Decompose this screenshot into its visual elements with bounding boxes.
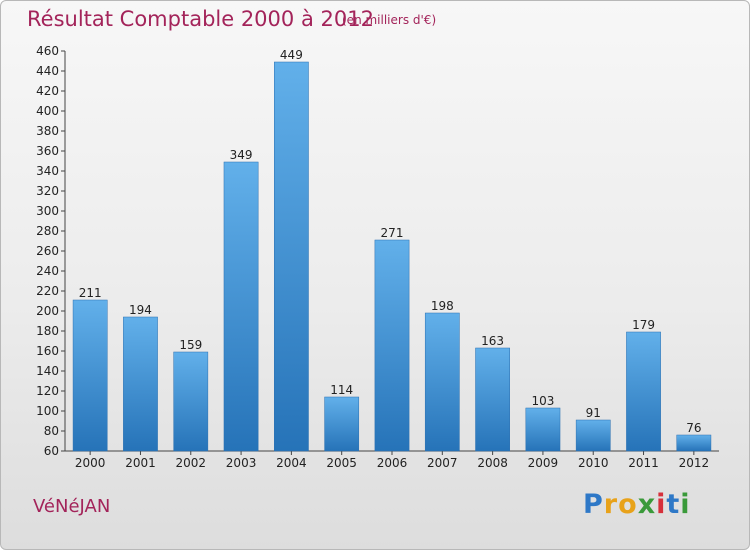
y-tick-label: 60 xyxy=(44,444,59,458)
value-label-2011: 179 xyxy=(632,318,655,332)
value-label-2003: 349 xyxy=(230,148,253,162)
value-label-2007: 198 xyxy=(431,299,454,313)
chart-title: Résultat Comptable 2000 à 2012 xyxy=(27,7,374,31)
bar-2001 xyxy=(123,316,158,452)
y-tick-label: 80 xyxy=(44,424,59,438)
value-label-2002: 159 xyxy=(179,338,202,352)
value-label-2006: 271 xyxy=(381,226,404,240)
bar-2010 xyxy=(575,419,611,452)
y-tick-label: 340 xyxy=(36,164,59,178)
x-tick-label-2009: 2009 xyxy=(528,456,559,470)
value-label-2000: 211 xyxy=(79,286,102,300)
x-tick-label-2012: 2012 xyxy=(679,456,710,470)
value-label-2010: 91 xyxy=(586,406,601,420)
y-tick-label: 440 xyxy=(36,64,59,78)
x-tick-label-2010: 2010 xyxy=(578,456,609,470)
bar-2004 xyxy=(274,61,309,452)
x-tick-label-2006: 2006 xyxy=(377,456,408,470)
bar-value-labels: 211 194 159 349 449 114 271 198 163 103 91 179 76 xyxy=(79,48,702,435)
x-tick-label-2002: 2002 xyxy=(175,456,206,470)
brand-letter: r xyxy=(603,489,619,520)
value-label-2009: 103 xyxy=(531,394,554,408)
y-tick-label: 240 xyxy=(36,264,59,278)
x-tick-label-2003: 2003 xyxy=(226,456,257,470)
x-axis: 2000 2001 2002 2003 2004 2005 2006 2007 2008 2009… xyxy=(65,450,719,470)
brand-letter: i xyxy=(656,489,667,520)
x-tick-label-2011: 2011 xyxy=(628,456,659,470)
bar-2011 xyxy=(626,331,661,452)
brand-letter: i xyxy=(680,489,691,520)
y-tick-label: 160 xyxy=(36,344,59,358)
bar-2009 xyxy=(525,407,561,452)
brand-letter: t xyxy=(666,489,681,520)
y-tick-label: 140 xyxy=(36,364,59,378)
y-tick-label: 300 xyxy=(36,204,59,218)
value-label-2001: 194 xyxy=(129,303,152,317)
y-tick-label: 400 xyxy=(36,104,59,118)
y-tick-label: 280 xyxy=(36,224,59,238)
value-label-2012: 76 xyxy=(686,421,701,435)
value-label-2005: 114 xyxy=(330,383,353,397)
bar-2006 xyxy=(374,239,410,452)
bar-2012 xyxy=(676,434,712,452)
value-label-2008: 163 xyxy=(481,334,504,348)
bar-2007 xyxy=(424,312,460,452)
y-tick-label: 200 xyxy=(36,304,59,318)
x-tick-label-2000: 2000 xyxy=(75,456,106,470)
bars xyxy=(72,61,712,452)
bar-2002 xyxy=(173,351,209,452)
y-tick-label: 320 xyxy=(36,184,59,198)
bar-2008 xyxy=(475,347,510,452)
commune-name: VéNéJAN xyxy=(33,496,111,517)
y-tick-label: 220 xyxy=(36,284,59,298)
brand-letter: o xyxy=(618,489,638,520)
brand-letter: x xyxy=(637,489,657,520)
y-tick-label: 360 xyxy=(36,144,59,158)
x-tick-label-2004: 2004 xyxy=(276,456,307,470)
y-axis: 60 80 100 120 140 160 180 200 220 240 260 280 300 320… xyxy=(36,44,66,458)
y-tick-label: 120 xyxy=(36,384,59,398)
brand-logo: Proxiti xyxy=(583,489,691,520)
x-tick-label-2008: 2008 xyxy=(477,456,508,470)
y-tick-label: 460 xyxy=(36,44,59,58)
y-tick-label: 420 xyxy=(36,84,59,98)
bar-2005 xyxy=(324,396,360,452)
bar-2000 xyxy=(72,299,108,452)
value-label-2004: 449 xyxy=(280,48,303,62)
x-tick-label-2005: 2005 xyxy=(326,456,357,470)
bar-2003 xyxy=(223,161,259,452)
x-tick-label-2007: 2007 xyxy=(427,456,458,470)
x-tick-label-2001: 2001 xyxy=(125,456,156,470)
y-tick-label: 180 xyxy=(36,324,59,338)
chart-subtitle: (en milliers d'€) xyxy=(342,13,437,27)
brand-letter: P xyxy=(583,489,604,520)
y-tick-label: 100 xyxy=(36,404,59,418)
y-tick-label: 380 xyxy=(36,124,59,138)
y-tick-label: 260 xyxy=(36,244,59,258)
